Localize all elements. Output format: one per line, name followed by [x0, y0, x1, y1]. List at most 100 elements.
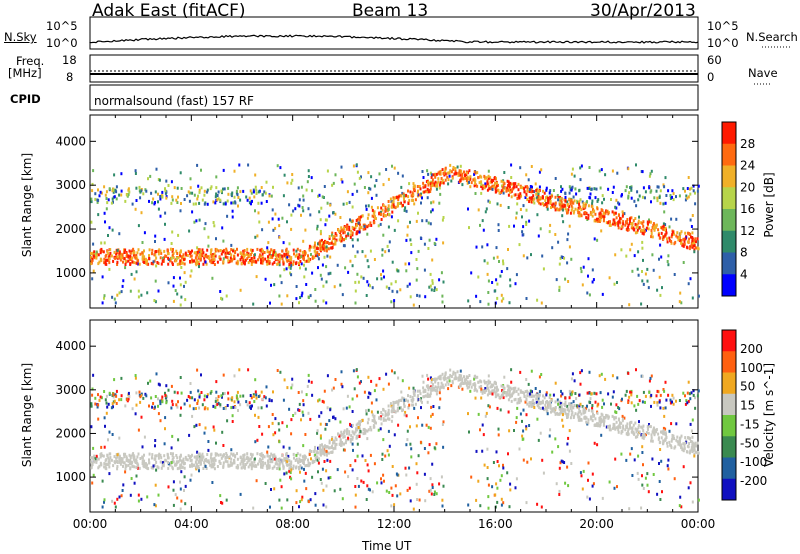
- heatmap-cell: [359, 177, 361, 180]
- heatmap-cell: [498, 433, 500, 436]
- heatmap-cell: [617, 224, 619, 227]
- heatmap-cell: [394, 433, 396, 436]
- heatmap-cell: [407, 190, 409, 193]
- heatmap-cell: [487, 262, 489, 265]
- heatmap-cell: [135, 208, 137, 211]
- heatmap-cell: [686, 401, 688, 404]
- heatmap-cell: [286, 472, 288, 475]
- heatmap-cell: [698, 389, 700, 392]
- heatmap-cell: [128, 395, 130, 398]
- heatmap-cell: [155, 190, 157, 193]
- heatmap-cell: [103, 390, 105, 393]
- heatmap-cell: [359, 430, 361, 433]
- heatmap-cell: [349, 201, 351, 204]
- heatmap-cell: [650, 189, 652, 192]
- heatmap-cell: [259, 249, 261, 252]
- heatmap-cell: [155, 280, 157, 283]
- heatmap-cell: [146, 495, 148, 498]
- heatmap-cell: [488, 380, 490, 383]
- heatmap-cell: [200, 169, 202, 172]
- heatmap-cell: [311, 189, 313, 192]
- heatmap-cell: [509, 182, 511, 185]
- heatmap-cell: [106, 190, 108, 193]
- heatmap-cell: [164, 254, 166, 257]
- heatmap-cell: [397, 409, 399, 412]
- heatmap-cell: [352, 238, 354, 241]
- heatmap-cell: [274, 417, 276, 420]
- heatmap-cell: [470, 271, 472, 274]
- heatmap-cell: [625, 255, 627, 258]
- heatmap-cell: [389, 240, 391, 243]
- heatmap-cell: [298, 205, 300, 208]
- heatmap-cell: [136, 270, 138, 273]
- heatmap-cell: [610, 198, 612, 201]
- heatmap-cell: [97, 213, 99, 216]
- heatmap-cell: [579, 215, 581, 218]
- heatmap-cell: [671, 196, 673, 199]
- heatmap-cell: [290, 477, 292, 480]
- heatmap-cell: [214, 201, 216, 204]
- heatmap-cell: [164, 212, 166, 215]
- heatmap-cell: [103, 455, 105, 458]
- heatmap-cell: [523, 395, 525, 398]
- heatmap-cell: [370, 428, 372, 431]
- heatmap-cell: [596, 422, 598, 425]
- heatmap-cell: [175, 259, 177, 262]
- heatmap-cell: [104, 425, 106, 428]
- heatmap-cell: [330, 451, 332, 454]
- heatmap-cell: [676, 231, 678, 234]
- heatmap-cell: [385, 168, 387, 171]
- heatmap-cell: [272, 186, 274, 189]
- heatmap-cell: [100, 462, 102, 465]
- heatmap-cell: [626, 220, 628, 223]
- heatmap-cell: [276, 461, 278, 464]
- heatmap-cell: [479, 300, 481, 303]
- heatmap-cell: [232, 249, 234, 252]
- heatmap-cell: [690, 219, 692, 222]
- heatmap-cell: [222, 240, 224, 243]
- heatmap-cell: [631, 243, 633, 246]
- heatmap-cell: [215, 193, 217, 196]
- heatmap-cell: [674, 445, 676, 448]
- heatmap-cell: [674, 477, 676, 480]
- heatmap-cell: [221, 431, 223, 434]
- heatmap-cell: [526, 198, 528, 201]
- heatmap-cell: [405, 474, 407, 477]
- heatmap-cell: [359, 226, 361, 229]
- heatmap-cell: [613, 186, 615, 189]
- heatmap-cell: [354, 255, 356, 258]
- heatmap-cell: [515, 217, 517, 220]
- heatmap-cell: [132, 203, 134, 206]
- heatmap-cell: [679, 232, 681, 235]
- heatmap-cell: [299, 198, 301, 201]
- heatmap-cell: [183, 458, 185, 461]
- heatmap-cell: [627, 167, 629, 170]
- heatmap-cell: [154, 406, 156, 409]
- heatmap-cell: [104, 294, 106, 297]
- heatmap-cell: [184, 475, 186, 478]
- heatmap-cell: [445, 167, 447, 170]
- heatmap-cell: [468, 181, 470, 184]
- heatmap-cell: [220, 453, 222, 456]
- heatmap-cell: [568, 198, 570, 201]
- heatmap-cell: [480, 183, 482, 186]
- heatmap-cell: [508, 429, 510, 432]
- heatmap-cell: [153, 465, 155, 468]
- heatmap-cell: [304, 229, 306, 232]
- heatmap-cell: [641, 222, 643, 225]
- heatmap-cell: [266, 200, 268, 203]
- heatmap-cell: [393, 403, 395, 406]
- heatmap-cell: [405, 467, 407, 470]
- heatmap-cell: [657, 404, 659, 407]
- heatmap-cell: [272, 413, 274, 416]
- heatmap-cell: [437, 177, 439, 180]
- heatmap-cell: [109, 452, 111, 455]
- heatmap-cell: [292, 210, 294, 213]
- heatmap-cell: [243, 252, 245, 255]
- heatmap-cell: [250, 189, 252, 192]
- heatmap-cell: [519, 166, 521, 169]
- heatmap-cell: [250, 249, 252, 252]
- heatmap-cell: [274, 213, 276, 216]
- heatmap-cell: [128, 191, 130, 194]
- heatmap-cell: [356, 219, 358, 222]
